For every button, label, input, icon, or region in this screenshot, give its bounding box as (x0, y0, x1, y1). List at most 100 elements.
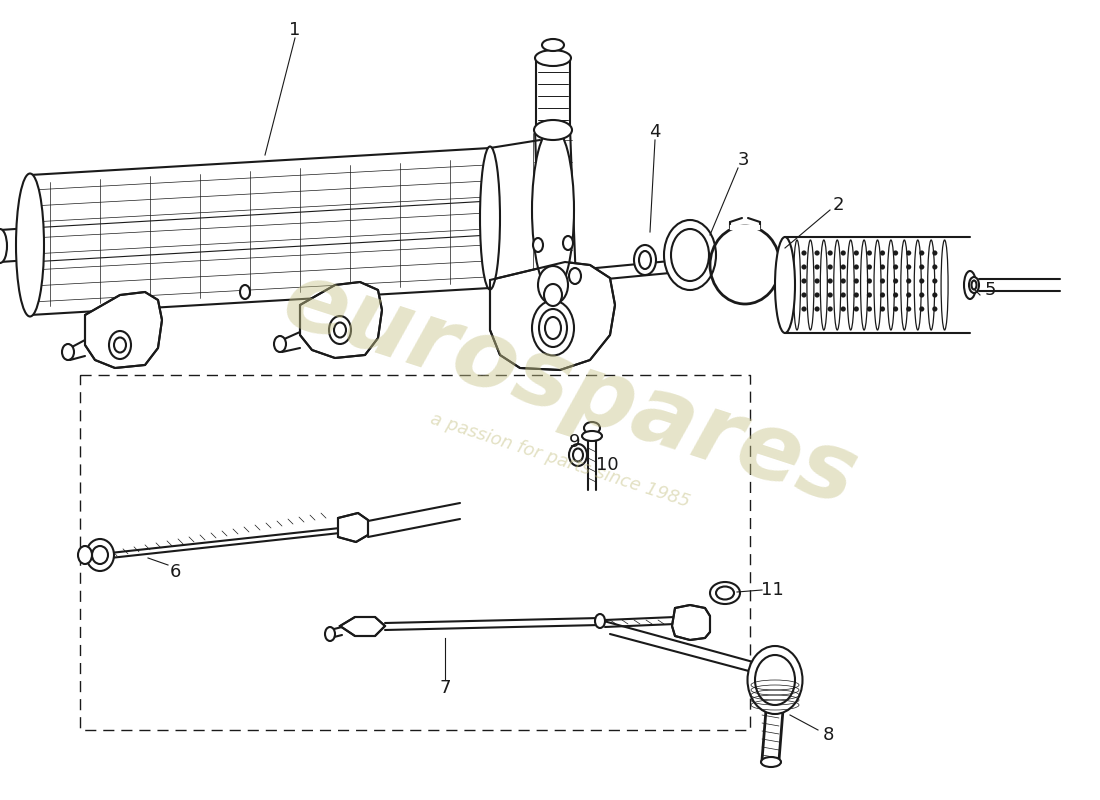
Ellipse shape (532, 301, 574, 355)
Circle shape (906, 306, 911, 311)
Ellipse shape (480, 146, 501, 290)
Ellipse shape (324, 627, 336, 641)
Ellipse shape (664, 220, 716, 290)
Circle shape (880, 306, 886, 311)
Circle shape (815, 306, 820, 311)
Ellipse shape (532, 127, 574, 293)
Circle shape (906, 293, 911, 298)
Circle shape (867, 250, 872, 255)
Polygon shape (340, 617, 385, 636)
Ellipse shape (595, 614, 605, 628)
Circle shape (827, 278, 833, 283)
Ellipse shape (542, 39, 564, 51)
Circle shape (840, 250, 846, 255)
Circle shape (920, 265, 924, 270)
Circle shape (827, 293, 833, 298)
Ellipse shape (538, 266, 568, 304)
Ellipse shape (716, 586, 734, 599)
Circle shape (827, 250, 833, 255)
Ellipse shape (109, 331, 131, 359)
Circle shape (880, 250, 886, 255)
Circle shape (840, 306, 846, 311)
Circle shape (802, 306, 806, 311)
Ellipse shape (0, 229, 7, 263)
Text: a passion for parts since 1985: a passion for parts since 1985 (428, 410, 692, 510)
Circle shape (827, 306, 833, 311)
Text: 11: 11 (760, 581, 783, 599)
Circle shape (933, 250, 937, 255)
Text: 2: 2 (833, 196, 844, 214)
Ellipse shape (534, 120, 572, 140)
Ellipse shape (114, 338, 126, 353)
Text: 1: 1 (289, 21, 300, 39)
Circle shape (920, 278, 924, 283)
Circle shape (840, 278, 846, 283)
Circle shape (815, 293, 820, 298)
Ellipse shape (78, 546, 92, 564)
Circle shape (854, 306, 859, 311)
Circle shape (802, 278, 806, 283)
Ellipse shape (748, 646, 803, 714)
Ellipse shape (971, 281, 977, 290)
Ellipse shape (671, 229, 710, 281)
Text: 7: 7 (439, 679, 451, 697)
Ellipse shape (569, 444, 587, 466)
Polygon shape (85, 292, 162, 368)
Circle shape (802, 250, 806, 255)
Circle shape (906, 265, 911, 270)
Polygon shape (338, 513, 368, 542)
Circle shape (854, 278, 859, 283)
Circle shape (920, 293, 924, 298)
Ellipse shape (639, 251, 651, 269)
Circle shape (920, 306, 924, 311)
Ellipse shape (544, 317, 561, 339)
Ellipse shape (634, 245, 656, 275)
Ellipse shape (563, 236, 573, 250)
Circle shape (840, 293, 846, 298)
Text: 6: 6 (169, 563, 180, 581)
Circle shape (893, 293, 898, 298)
Circle shape (815, 250, 820, 255)
Ellipse shape (573, 449, 583, 462)
Ellipse shape (569, 268, 581, 284)
Text: 9: 9 (570, 433, 581, 451)
Polygon shape (300, 282, 382, 358)
Ellipse shape (334, 322, 346, 338)
Text: 3: 3 (737, 151, 749, 169)
Ellipse shape (964, 271, 976, 299)
Text: 4: 4 (649, 123, 661, 141)
Polygon shape (730, 225, 760, 230)
Ellipse shape (535, 50, 571, 66)
Circle shape (802, 293, 806, 298)
Ellipse shape (582, 431, 602, 441)
Circle shape (893, 278, 898, 283)
Circle shape (854, 250, 859, 255)
Circle shape (867, 265, 872, 270)
Ellipse shape (539, 309, 566, 347)
Circle shape (827, 265, 833, 270)
Ellipse shape (86, 539, 114, 571)
Circle shape (893, 306, 898, 311)
Ellipse shape (969, 277, 979, 293)
Ellipse shape (755, 655, 795, 705)
Circle shape (815, 265, 820, 270)
Circle shape (893, 265, 898, 270)
Circle shape (802, 265, 806, 270)
Circle shape (933, 265, 937, 270)
Ellipse shape (62, 344, 74, 360)
Circle shape (906, 278, 911, 283)
Circle shape (880, 293, 886, 298)
Ellipse shape (544, 284, 562, 306)
Circle shape (893, 250, 898, 255)
Circle shape (906, 250, 911, 255)
Circle shape (867, 306, 872, 311)
Polygon shape (490, 262, 615, 370)
Circle shape (867, 293, 872, 298)
Text: 10: 10 (596, 456, 618, 474)
Ellipse shape (92, 546, 108, 564)
Ellipse shape (329, 316, 351, 344)
Circle shape (840, 265, 846, 270)
Circle shape (854, 293, 859, 298)
Circle shape (854, 265, 859, 270)
Circle shape (920, 250, 924, 255)
